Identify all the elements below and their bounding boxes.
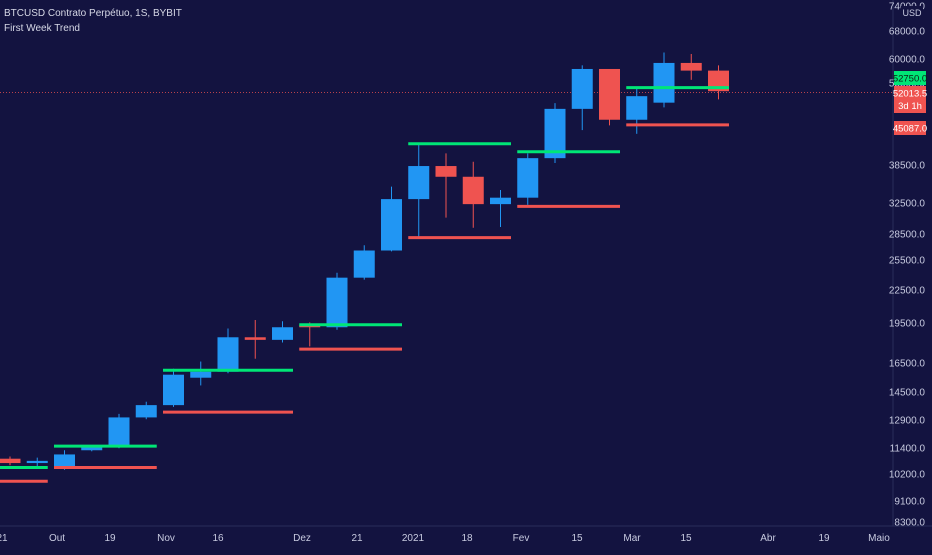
candle-body (408, 166, 430, 200)
trend-low-badge-bg (894, 121, 926, 135)
candle-body (190, 371, 212, 378)
y-tick-label: 60000.0 (889, 55, 926, 66)
x-tick-label: Dez (293, 533, 311, 544)
trend-high-badge-bg (894, 71, 926, 85)
candle-body (599, 68, 620, 120)
candle-body (135, 405, 157, 418)
current-price-value: 52013.5 (893, 89, 927, 100)
x-tick-label: 16 (212, 533, 224, 544)
candle-body (571, 68, 593, 109)
y-tick-label: 38500.0 (889, 161, 926, 172)
candle-body (272, 327, 293, 340)
candle-body (462, 176, 484, 205)
bar-countdown: 3d 1h (898, 101, 922, 112)
candle-body (81, 447, 103, 451)
candle-body (163, 374, 184, 406)
candle-body (26, 460, 48, 464)
candle-body (490, 197, 511, 205)
candle-body (217, 337, 239, 372)
x-tick-label: 21 (351, 533, 363, 544)
currency-bg (901, 6, 923, 18)
candle-body (435, 166, 457, 177)
x-tick-label: 2021 (402, 533, 425, 544)
x-tick-label: 15 (680, 533, 692, 544)
candle-body (708, 70, 729, 92)
candle-body (680, 62, 702, 71)
x-tick-label: Out (49, 533, 65, 544)
y-tick-label: 10200.0 (889, 470, 926, 481)
x-tick-label: Maio (868, 533, 890, 544)
trend-low-badge: 45087.0 (893, 124, 927, 135)
candle-body (544, 108, 566, 159)
currency-label: USD (902, 8, 922, 18)
x-tick-label: 19 (104, 533, 116, 544)
x-tick-label: Nov (157, 533, 175, 544)
chart-legend: BTCUSD Contrato Perpétuo, 1S, BYBIT Firs… (4, 6, 182, 36)
candle-body (626, 96, 648, 120)
y-tick-label: 68000.0 (889, 27, 926, 38)
candle-body (381, 199, 402, 251)
y-tick-label: 11400.0 (890, 444, 926, 455)
candle-body (0, 458, 21, 464)
y-tick-label: 9100.0 (894, 497, 925, 508)
current-price-badge-bg (894, 86, 926, 113)
y-tick-label: 8300.0 (894, 518, 925, 529)
x-tick-label: Mar (623, 533, 641, 544)
y-tick-label: 25500.0 (889, 256, 926, 267)
x-tick-label: 19 (818, 533, 830, 544)
y-tick-label: 14500.0 (889, 388, 926, 399)
candle-body (517, 158, 539, 198)
x-tick-label: Abr (760, 533, 776, 544)
y-tick-label: 22500.0 (889, 286, 926, 297)
x-tick-label: 21 (0, 533, 8, 544)
candle-body (108, 417, 130, 448)
indicator-name[interactable]: First Week Trend (4, 23, 80, 34)
candle-body (326, 277, 348, 328)
x-tick-label: 15 (571, 533, 583, 544)
y-tick-label: 12900.0 (889, 416, 926, 427)
x-tick-label: 18 (461, 533, 473, 544)
y-tick-label: 19500.0 (889, 319, 926, 330)
y-tick-label: 16500.0 (889, 359, 926, 370)
y-tick-label: 32500.0 (889, 199, 926, 210)
candle-body (54, 454, 75, 468)
candle-body (353, 250, 375, 278)
symbol-title[interactable]: BTCUSD Contrato Perpétuo, 1S, BYBIT (4, 8, 182, 19)
y-tick-label: 28500.0 (889, 230, 926, 241)
candle-body (244, 337, 266, 340)
trend-high-badge: 52750.0 (893, 74, 927, 85)
candle-body (653, 62, 675, 103)
x-tick-label: Fev (513, 533, 530, 544)
